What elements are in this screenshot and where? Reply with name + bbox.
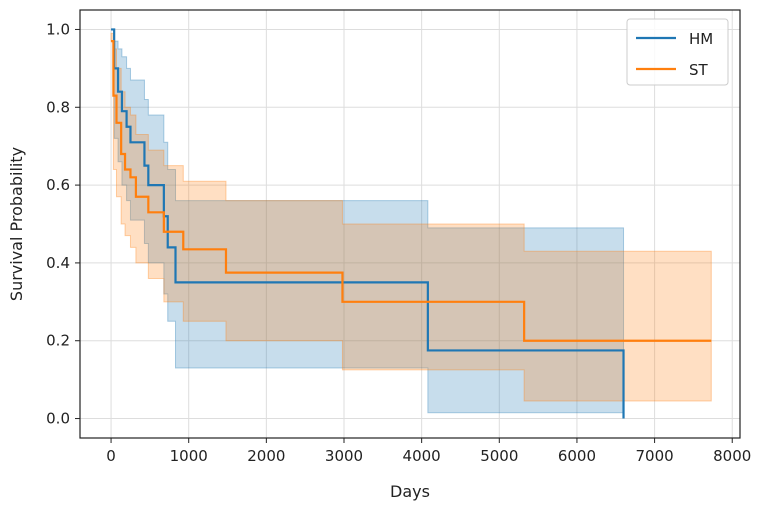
legend-label-st: ST: [689, 61, 709, 79]
y-tick-label: 0.6: [46, 176, 70, 194]
y-tick-label: 0.8: [46, 98, 70, 116]
ci-band-st: [110, 32, 712, 402]
x-tick-label: 5000: [480, 447, 518, 465]
legend: HM ST: [626, 18, 729, 86]
x-tick-label: 1000: [170, 447, 208, 465]
x-tick-label: 3000: [325, 447, 363, 465]
x-tick-label: 0: [106, 447, 116, 465]
y-tick-label: 0.0: [46, 410, 70, 428]
plot-frame: [79, 9, 741, 439]
x-tick-label: 6000: [558, 447, 596, 465]
x-axis-label: Days: [390, 482, 430, 501]
y-tick-label: 0.2: [46, 332, 70, 350]
legend-box: [626, 18, 729, 86]
x-tick-label: 4000: [403, 447, 441, 465]
confidence-bands: [110, 28, 712, 414]
x-tick-label: 8000: [713, 447, 751, 465]
x-tick-label: 2000: [247, 447, 285, 465]
axis-ticks: 0 1000 2000 3000 4000 5000 6000 7000 8000 0.0 0.2 0…: [46, 20, 751, 465]
legend-label-hm: HM: [689, 30, 713, 48]
y-tick-label: 0.4: [46, 254, 70, 272]
y-axis-label: Survival Probability: [7, 147, 26, 301]
y-tick-label: 1.0: [46, 20, 70, 38]
x-tick-label: 7000: [635, 447, 673, 465]
ci-band-hm: [111, 28, 625, 414]
survival-line-hm: [111, 28, 625, 419]
survival-curves: [111, 28, 712, 419]
survival-line-st: [111, 40, 712, 342]
